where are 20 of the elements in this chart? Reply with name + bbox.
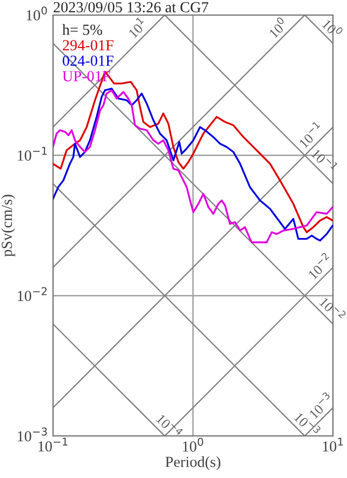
annotation: 10$^{−4}$ [156, 412, 184, 440]
chart-title: 2023/09/05 13:26 at CG7 [54, 2, 208, 12]
y-tick-label: 10$^{0}$ [26, 6, 47, 20]
annotation: 10$^{−1}$ [296, 120, 324, 148]
annotation: 10$^{−1}$ [310, 146, 338, 174]
y-axis-title: pSv(cm/s) [1, 194, 16, 257]
series-label: 294-01F [62, 40, 114, 50]
y-tick-label: 10$^{−2}$ [18, 287, 47, 302]
annotation: 10$^{0}$ [266, 16, 288, 38]
annotation: 10$^{1}$ [126, 16, 148, 38]
x-axis-title: Period(s) [165, 456, 220, 470]
series-label: 024-01F [62, 56, 114, 66]
legend-title: h= 5% [62, 24, 102, 35]
annotation: 10$^{−2}$ [306, 252, 334, 280]
annotation: 10$^{0}$ [322, 16, 344, 39]
y-tick-label: 10$^{−1}$ [18, 146, 47, 161]
x-tick-label: 10$^{0}$ [182, 438, 204, 452]
annotation: 10$^{−2}$ [319, 294, 346, 322]
x-tick-label: 10$^{1}$ [322, 438, 343, 452]
annotation: 10$^{−3}$ [308, 392, 330, 420]
